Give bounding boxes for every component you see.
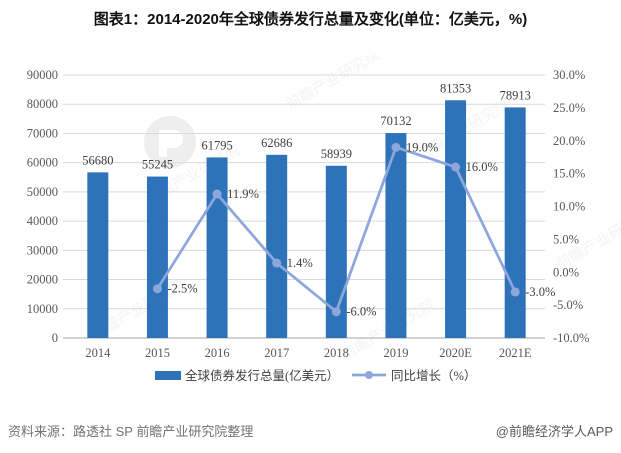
- watermark-logo: [144, 116, 196, 168]
- left-axis-tick: 30000: [27, 243, 58, 257]
- right-axis-tick: 0.0%: [553, 265, 579, 279]
- line-marker: [510, 287, 520, 297]
- right-axis-tick: -5.0%: [553, 298, 583, 312]
- right-axis-tick: -10.0%: [553, 331, 589, 345]
- source-note: 资料来源：路透社 SP 前瞻产业研究院整理: [8, 424, 254, 439]
- chart-footer: 资料来源：路透社 SP 前瞻产业研究院整理 @前瞻经济学人APP: [0, 421, 621, 440]
- bar: [206, 157, 228, 338]
- left-axis-tick: 90000: [27, 68, 58, 82]
- growth-value-label: 19.0%: [406, 140, 438, 154]
- left-axis-tick: 40000: [27, 214, 58, 228]
- legend: 全球债券发行总量(亿美元） 同比增长（%）: [155, 368, 476, 383]
- left-axis-tick: 20000: [27, 273, 58, 287]
- x-axis-tick: 2018: [324, 346, 349, 360]
- line-marker: [391, 142, 401, 152]
- line-marker: [272, 258, 282, 268]
- bar-value-label: 78913: [500, 88, 531, 102]
- bar-series: 56680 55245 61795 62686 58939 70132 81353 78913: [82, 81, 531, 338]
- right-axis-labels: -10.0% -5.0% 0.0% 5.0% 10.0% 15.0% 20.0% 25.0% 3…: [553, 68, 589, 345]
- growth-value-label: -3.0%: [525, 285, 555, 299]
- bar: [504, 107, 526, 338]
- right-axis-tick: 20.0%: [553, 134, 585, 148]
- growth-value-label: 1.4%: [287, 256, 313, 270]
- growth-value-label: -6.0%: [346, 305, 376, 319]
- bar-value-label: 70132: [380, 114, 411, 128]
- bar-value-label: 61795: [201, 138, 232, 152]
- x-axis-labels: 2014 2015 2016 2017 2018 2019 2020E 2021E: [85, 346, 532, 360]
- growth-value-label: 16.0%: [466, 160, 498, 174]
- bar-value-label: 55245: [142, 158, 173, 172]
- left-axis-tick: 70000: [27, 126, 58, 140]
- line-marker: [212, 189, 222, 199]
- legend-bar-label: 全球债券发行总量(亿美元）: [185, 368, 339, 383]
- x-axis-tick: 2020E: [439, 346, 472, 360]
- bar: [385, 133, 407, 338]
- x-axis-tick: 2016: [205, 346, 230, 360]
- right-axis-tick: 25.0%: [553, 101, 585, 115]
- brand-note: @前瞻经济学人APP: [495, 424, 613, 439]
- right-axis-tick: 10.0%: [553, 200, 585, 214]
- growth-value-label: -2.5%: [167, 282, 197, 296]
- legend-line-label: 同比增长（%）: [391, 368, 476, 383]
- bar: [266, 154, 288, 338]
- bar-value-label: 56680: [82, 153, 113, 167]
- bar: [146, 176, 168, 338]
- right-axis-tick: 30.0%: [553, 68, 585, 82]
- line-marker: [331, 307, 341, 317]
- bar: [445, 100, 467, 338]
- x-axis-tick: 2014: [85, 346, 111, 360]
- chart-canvas: 前瞻产业研究院前瞻产业研究院前瞻产业研究院前瞻产业研究院前瞻产业研究院前瞻产业研…: [27, 55, 621, 383]
- x-axis-tick: 2017: [264, 346, 289, 360]
- legend-bar-swatch: [155, 371, 181, 380]
- x-axis-tick: 2015: [145, 346, 170, 360]
- line-marker: [152, 284, 162, 294]
- left-axis-tick: 80000: [27, 97, 58, 111]
- x-axis-tick: 2019: [383, 346, 408, 360]
- chart-title: 图表1：2014-2020年全球债券发行总量及变化(单位：亿美元，%): [93, 11, 528, 28]
- bar-value-label: 81353: [440, 81, 471, 95]
- bar-value-label: 58939: [321, 147, 352, 161]
- left-axis-tick: 50000: [27, 185, 58, 199]
- growth-value-label: 11.9%: [227, 187, 259, 201]
- gridlines: [63, 74, 545, 310]
- left-axis-tick: 60000: [27, 156, 58, 170]
- left-axis-labels: 0 10000 20000 30000 40000 50000 60000 70000 8000…: [27, 68, 58, 345]
- x-axis-tick: 2021E: [499, 346, 532, 360]
- bar: [87, 172, 109, 338]
- legend-line-marker: [365, 371, 373, 379]
- line-marker: [451, 162, 461, 172]
- left-axis-tick: 10000: [27, 302, 58, 316]
- line-series: -2.5% 11.9% 1.4% -6.0% 19.0% 16.0% -3.0%: [152, 140, 555, 319]
- bar-value-label: 62686: [261, 136, 292, 150]
- right-axis-tick: 5.0%: [553, 232, 579, 246]
- left-axis-tick: 0: [52, 331, 58, 345]
- right-axis-tick: 15.0%: [553, 167, 585, 181]
